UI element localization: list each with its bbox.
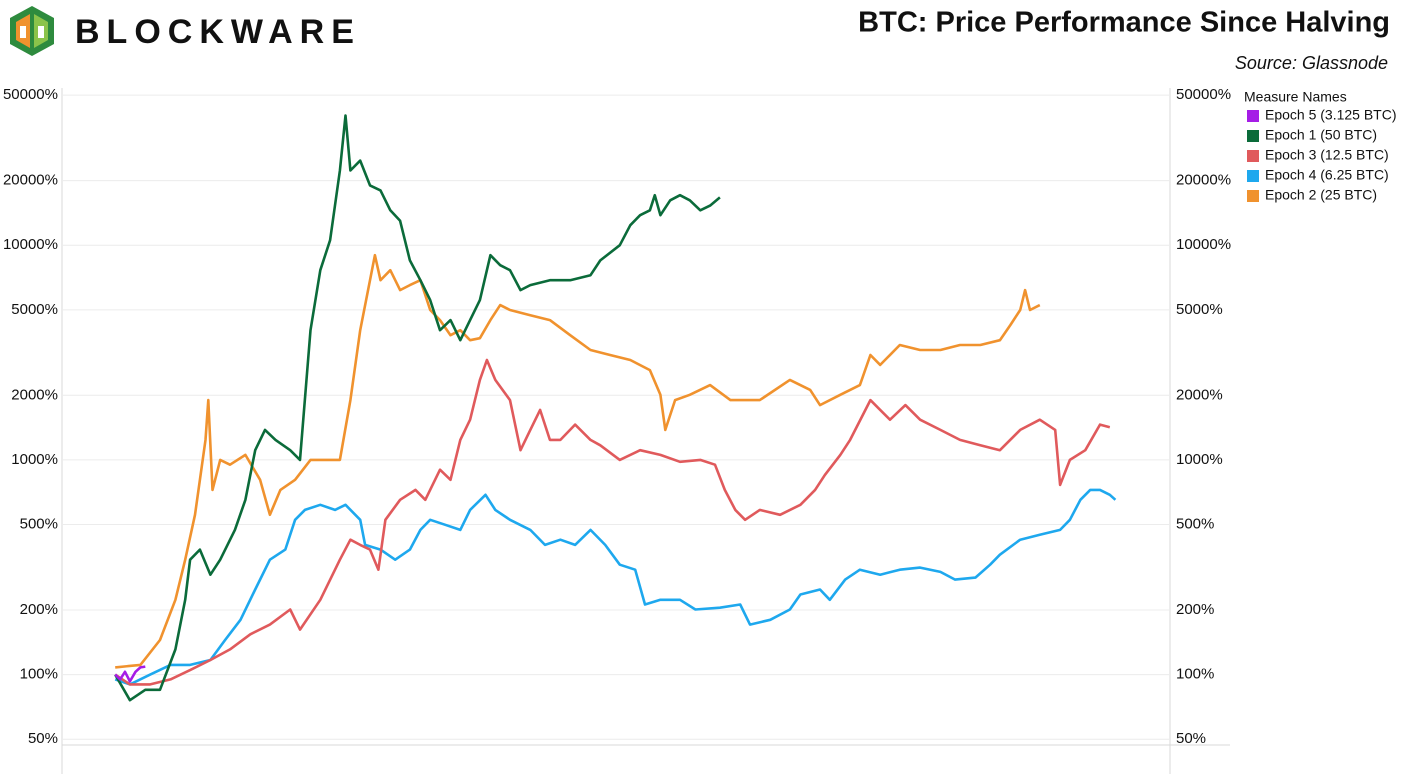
series-line: [114, 114, 721, 702]
y2-tick-label: 5000%: [1176, 301, 1223, 318]
legend-label: Epoch 3 (12.5 BTC): [1265, 147, 1389, 163]
legend-swatch: [1247, 110, 1259, 122]
legend-swatch: [1247, 190, 1259, 202]
y2-tick-label: 2000%: [1176, 386, 1223, 403]
y-tick-label: 20000%: [3, 172, 58, 189]
y2-tick-label: 20000%: [1176, 172, 1231, 189]
legend-swatch: [1247, 150, 1259, 162]
y-tick-label: 200%: [20, 601, 58, 618]
y-tick-label: 100%: [20, 666, 58, 683]
series-line: [115, 253, 1041, 669]
legend-title: Measure Names: [1244, 89, 1347, 105]
legend-label: Epoch 4 (6.25 BTC): [1265, 167, 1389, 183]
series-line: [114, 488, 1117, 686]
y-tick-label: 2000%: [11, 386, 58, 403]
y2-tick-label: 200%: [1176, 601, 1214, 618]
y-tick-label: 500%: [20, 516, 58, 533]
brand: BLOCKWARE: [75, 13, 361, 51]
y2-tick-label: 500%: [1176, 516, 1214, 533]
legend-label: Epoch 5 (3.125 BTC): [1265, 107, 1397, 123]
legend-swatch: [1247, 170, 1259, 182]
y-tick-label: 50%: [28, 730, 58, 747]
y2-tick-label: 50000%: [1176, 86, 1231, 103]
logo: [10, 6, 54, 56]
y-tick-label: 5000%: [11, 301, 58, 318]
series-line: [114, 358, 1111, 686]
y2-tick-label: 100%: [1176, 666, 1214, 683]
y2-tick-label: 1000%: [1176, 451, 1223, 468]
y-tick-label: 50000%: [3, 86, 58, 103]
legend-label: Epoch 2 (25 BTC): [1265, 187, 1377, 203]
source: Source: Glassnode: [1235, 53, 1388, 73]
y2-tick-label: 10000%: [1176, 236, 1231, 253]
legend-label: Epoch 1 (50 BTC): [1265, 127, 1377, 143]
y-tick-label: 1000%: [11, 451, 58, 468]
y2-tick-label: 50%: [1176, 730, 1206, 747]
legend-swatch: [1247, 130, 1259, 142]
y-tick-label: 10000%: [3, 236, 58, 253]
series-line: [114, 665, 146, 683]
chart-title: BTC: Price Performance Since Halving: [858, 7, 1390, 39]
